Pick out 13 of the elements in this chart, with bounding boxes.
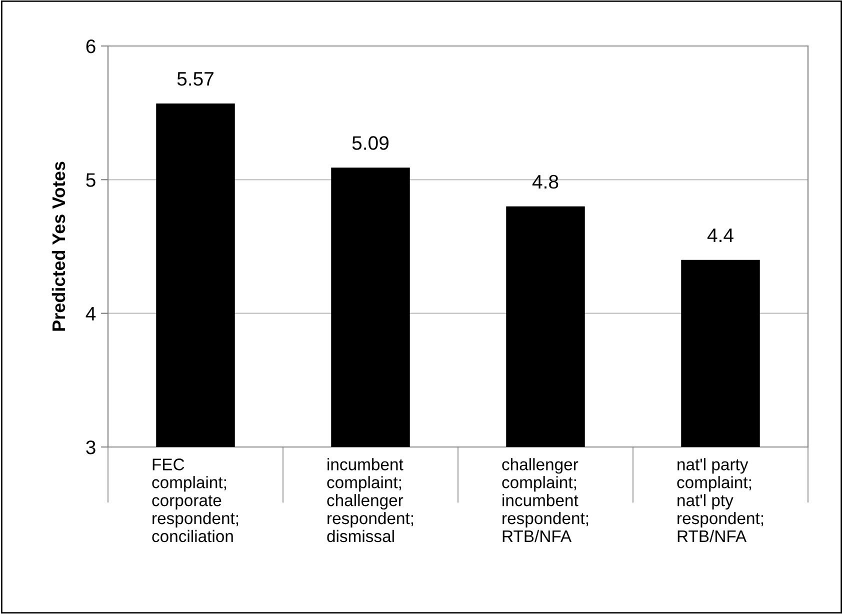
x-tick-label: incumbent complaint; challenger respondent; dismissal bbox=[327, 458, 414, 542]
data-label: 5.57 bbox=[177, 72, 214, 86]
y-tick-label: 4 bbox=[86, 307, 96, 320]
y-tick-label: 3 bbox=[86, 440, 96, 454]
y-tick-label: 6 bbox=[86, 39, 96, 54]
x-tick-label: challenger complaint; incumbent respondent; RTB/NFA bbox=[502, 458, 588, 542]
x-tick-label: nat'l party complaint; nat'l pty respondent; RTB/NFA bbox=[677, 458, 764, 542]
y-tick-label: 5 bbox=[86, 173, 96, 187]
x-tick-label: FEC complaint; corporate respondent; conciliation bbox=[152, 458, 238, 542]
data-label: 5.09 bbox=[352, 136, 388, 150]
data-label: 4.8 bbox=[532, 174, 558, 189]
data-label: 4.4 bbox=[707, 228, 734, 242]
y-axis-title: Predicted Yes Votes bbox=[52, 162, 66, 331]
